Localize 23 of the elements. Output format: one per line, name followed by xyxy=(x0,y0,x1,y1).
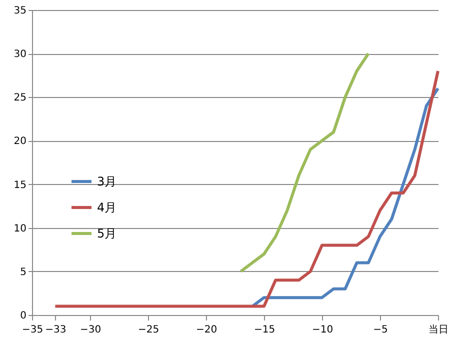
x-tick-label: 当日 xyxy=(428,324,448,336)
line-series xyxy=(239,52,370,273)
x-tick-label: −5 xyxy=(373,324,388,336)
x-tick-label: −35 xyxy=(22,324,44,336)
legend-label: 3月 xyxy=(97,174,117,188)
x-tick-label: −15 xyxy=(254,324,276,336)
y-tick-label: 20 xyxy=(14,136,26,148)
y-tick-label: 25 xyxy=(14,92,26,104)
x-tick-label: −10 xyxy=(312,324,334,336)
y-tick-label: 10 xyxy=(14,223,26,234)
y-tick-label: 5 xyxy=(20,266,26,278)
y-tick-label: 30 xyxy=(14,49,26,60)
line-series xyxy=(250,86,440,308)
y-tick-label: 15 xyxy=(14,180,26,191)
line-series xyxy=(54,70,440,308)
x-tick-label: −30 xyxy=(80,324,102,336)
y-tick-label: 35 xyxy=(14,6,26,16)
x-tick-label: −33 xyxy=(45,324,66,336)
legend-label: 5月 xyxy=(97,226,117,240)
x-tick-label: −25 xyxy=(138,324,160,336)
x-tick-label: −20 xyxy=(196,324,218,336)
y-tick-label: 0 xyxy=(20,310,26,322)
legend-label: 4月 xyxy=(97,200,117,214)
